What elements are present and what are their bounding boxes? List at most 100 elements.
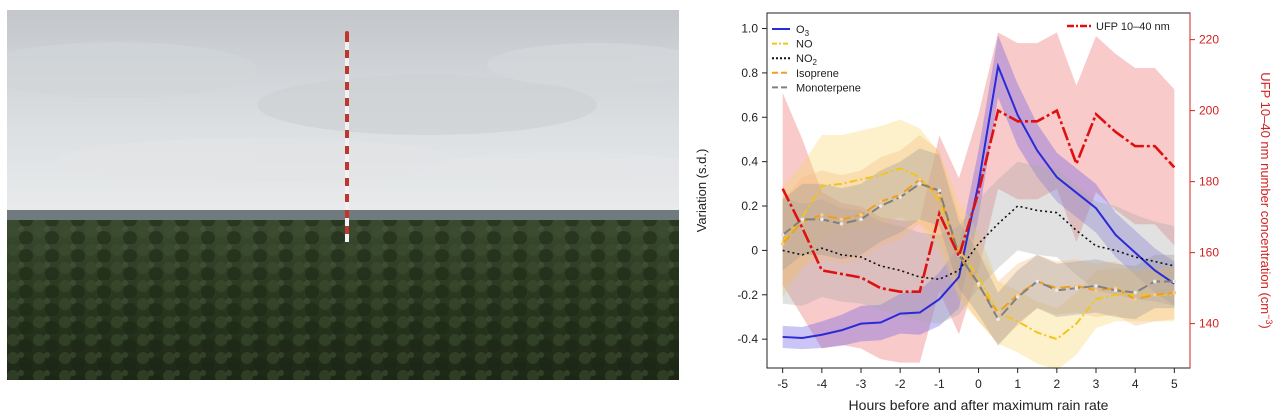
no2-line xyxy=(782,205,1175,281)
tower-red-segment xyxy=(345,178,349,186)
monoterpene-line xyxy=(782,182,1175,321)
monoterpene-marker xyxy=(1133,290,1137,295)
x-tick-label: 4 xyxy=(1132,377,1139,391)
y-tick-label: 1.0 xyxy=(741,22,758,36)
y-tick-label: 0.4 xyxy=(741,155,758,169)
isoprene-marker xyxy=(1094,288,1098,293)
tower-red-segment xyxy=(345,194,349,202)
monoterpene-marker xyxy=(839,221,844,226)
isoprene-marker xyxy=(820,213,824,217)
legend-right: UFP 10–40 nm xyxy=(1067,21,1170,33)
x-tick-label: -5 xyxy=(777,377,788,391)
monoterpene-band xyxy=(782,148,1175,346)
o3-line xyxy=(782,62,1175,340)
tower-red-segment xyxy=(345,66,349,74)
monoterpene-marker xyxy=(820,217,824,222)
monoterpene-marker xyxy=(1094,284,1098,288)
y-tick-label: 0.6 xyxy=(741,110,758,124)
y-tick-label: -0.4 xyxy=(737,332,758,346)
monoterpene-marker xyxy=(1172,279,1177,284)
tower-red-segment xyxy=(345,226,349,234)
tower-red-segment xyxy=(345,130,349,138)
monoterpene-marker xyxy=(1055,288,1059,293)
monoterpene-marker xyxy=(917,182,922,186)
x-tick-label: 5 xyxy=(1171,377,1178,391)
tower xyxy=(345,31,349,242)
legend-label-text: O xyxy=(796,24,805,36)
tower-red-segment xyxy=(345,98,349,106)
tower-beacon xyxy=(345,31,349,35)
isoprene-marker xyxy=(1172,290,1177,295)
y2-axis-label-main: UFP 10–40 nm number concentration (cm xyxy=(1258,72,1273,314)
x-axis-ticks: -5 -4 -3 -2 -1 0 1 2 3 4 5 xyxy=(777,368,1178,391)
monoterpene-marker xyxy=(937,188,942,193)
isoprene-marker xyxy=(839,217,844,222)
y2-axis-ticks: 220 200 180 160 140 xyxy=(1189,13,1219,368)
y-axis-ticks: 1.0 0.8 0.6 0.4 0.2 0 -0.2 -0.4 xyxy=(737,22,767,346)
legend-label-text: NO xyxy=(796,53,813,65)
tower-red-segment xyxy=(345,50,349,58)
monoterpene-marker xyxy=(800,217,805,222)
amazon-forest-tower-photo xyxy=(7,10,679,380)
x-tick-label: -1 xyxy=(934,377,945,391)
y-axis-label: Variation (s.d.) xyxy=(694,149,709,233)
x-tick-label: 2 xyxy=(1053,377,1060,391)
legend-label-no: NO xyxy=(796,39,813,51)
clouds xyxy=(7,42,679,188)
y2-axis-label-sup: −3 xyxy=(1264,314,1274,324)
monoterpene-marker xyxy=(1035,279,1040,284)
monoterpene-marker xyxy=(1074,286,1079,290)
tower-red-segment xyxy=(345,146,349,154)
monoterpene-marker xyxy=(780,233,785,237)
series-lines xyxy=(780,62,1177,341)
x-tick-label: -3 xyxy=(856,377,867,391)
monoterpene-marker xyxy=(878,204,883,208)
legend-label-subscript: 2 xyxy=(813,58,818,67)
no2-band xyxy=(782,161,1175,324)
legend-label-monoterpene: Monoterpene xyxy=(796,82,861,94)
legend-label-no2: NO2 xyxy=(796,53,818,67)
tower-red-segment xyxy=(345,82,349,90)
y2-axis-label-close: ) xyxy=(1258,324,1273,328)
monoterpene-marker xyxy=(976,281,981,286)
x-axis-label: Hours before and after maximum rain rate xyxy=(849,397,1109,413)
chart-panel: -5 -4 -3 -2 -1 0 1 2 3 4 5 1.0 0.8 0.6 0.4 0.2 0 -0.2 -0.… xyxy=(684,0,1276,415)
legend-label-text: NO xyxy=(796,39,813,51)
legend-label-ufp: UFP 10–40 nm xyxy=(1096,21,1170,33)
y2-axis-label: UFP 10–40 nm number concentration (cm−3) xyxy=(1258,72,1274,328)
tower-red-segment xyxy=(345,162,349,170)
y2-tick-label: 220 xyxy=(1199,33,1219,47)
legend-label-subscript: 3 xyxy=(805,29,810,38)
x-tick-label: 1 xyxy=(1014,377,1021,391)
ufp-band xyxy=(782,32,1175,363)
y2-tick-label: 160 xyxy=(1199,246,1219,260)
forest-tower-photo xyxy=(7,10,679,380)
isoprene-marker xyxy=(1152,292,1157,297)
isoprene-marker xyxy=(878,199,883,204)
ufp-line xyxy=(781,108,1176,293)
tower-red-segment xyxy=(345,114,349,122)
isoprene-marker xyxy=(780,241,785,246)
tower-red-segment xyxy=(345,34,349,42)
y2-tick-label: 200 xyxy=(1199,104,1219,118)
legend-label-isoprene: Isoprene xyxy=(796,68,839,80)
x-tick-label: 3 xyxy=(1093,377,1100,391)
monoterpene-marker xyxy=(859,217,863,222)
tower-red-segment xyxy=(345,210,349,218)
legend-label-o3: O3 xyxy=(796,24,810,38)
x-tick-label: 0 xyxy=(975,377,982,391)
isoprene-band xyxy=(782,135,1175,344)
legend-label-text: Monoterpene xyxy=(796,82,861,94)
monoterpene-marker xyxy=(996,317,1000,321)
y-tick-label: 0.8 xyxy=(741,66,758,80)
y2-tick-label: 140 xyxy=(1199,317,1219,331)
x-tick-label: -4 xyxy=(816,377,827,391)
y2-tick-label: 180 xyxy=(1199,175,1219,189)
y-tick-label: 0.2 xyxy=(741,199,758,213)
y-tick-label: -0.2 xyxy=(737,288,758,302)
legend-label-text: Isoprene xyxy=(796,68,839,80)
isoprene-marker xyxy=(917,177,922,182)
isoprene-marker xyxy=(1133,297,1137,302)
isoprene-marker xyxy=(996,310,1000,315)
